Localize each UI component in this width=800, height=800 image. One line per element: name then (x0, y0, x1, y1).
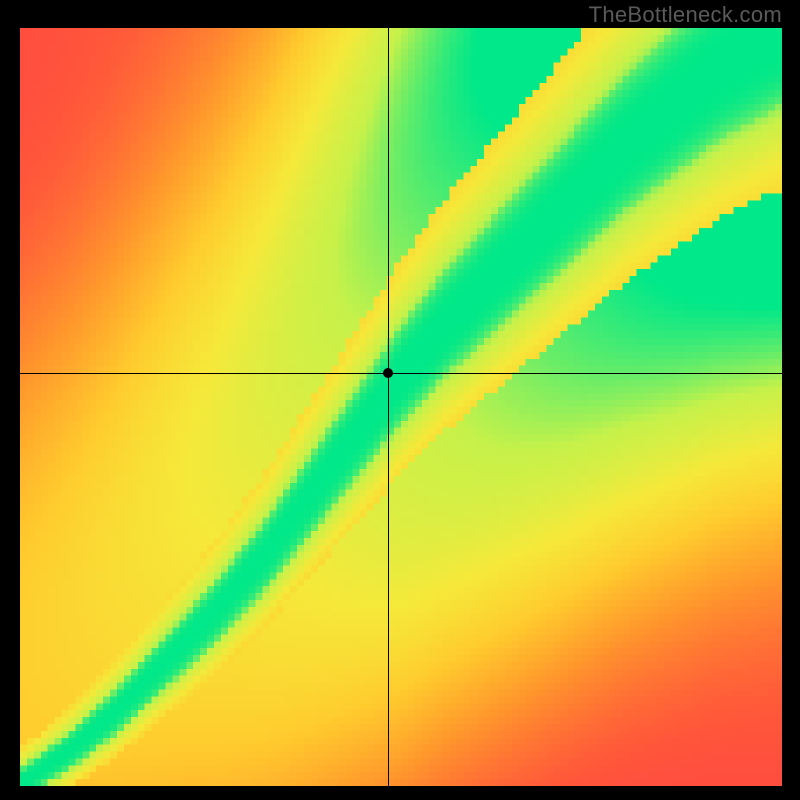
heatmap-canvas (20, 28, 782, 786)
data-point-marker (383, 368, 393, 378)
crosshair-vertical (388, 28, 389, 786)
plot-area (20, 28, 782, 786)
chart-container: TheBottleneck.com (0, 0, 800, 800)
watermark-text: TheBottleneck.com (589, 2, 782, 28)
crosshair-horizontal (20, 373, 782, 374)
